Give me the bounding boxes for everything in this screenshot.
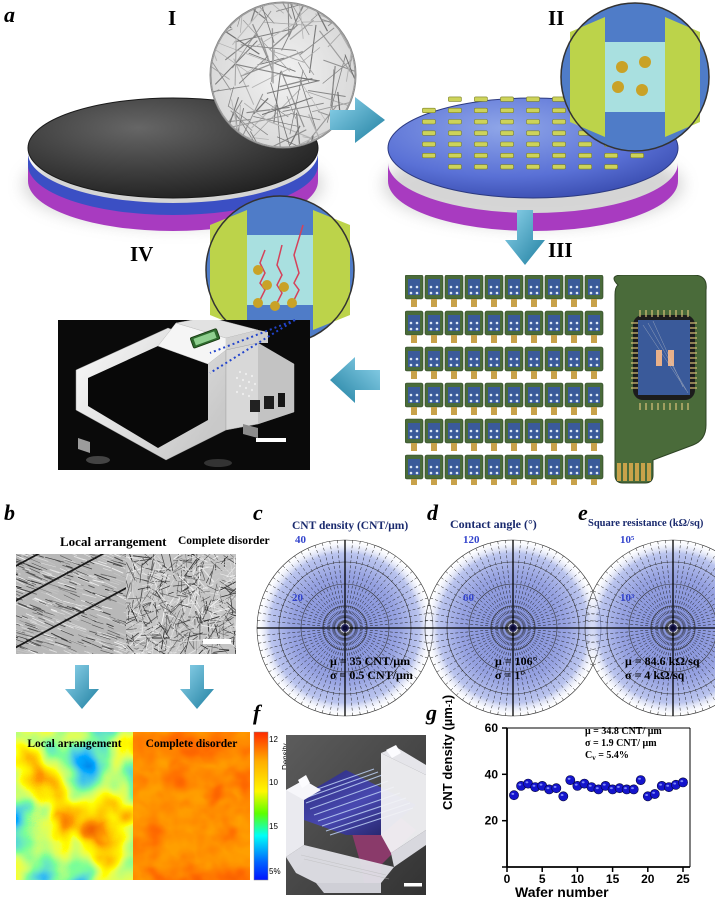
- svg-text:12: 12: [269, 735, 278, 744]
- svg-text:20: 20: [485, 814, 499, 828]
- svg-text:10: 10: [269, 778, 278, 787]
- svg-text:20: 20: [641, 872, 655, 886]
- svg-text:40: 40: [485, 767, 499, 781]
- svg-text:15: 15: [269, 822, 278, 831]
- svg-text:0: 0: [504, 872, 511, 886]
- svg-text:60: 60: [485, 721, 499, 735]
- svg-text:25: 25: [676, 872, 690, 886]
- svg-text:5%: 5%: [269, 867, 281, 876]
